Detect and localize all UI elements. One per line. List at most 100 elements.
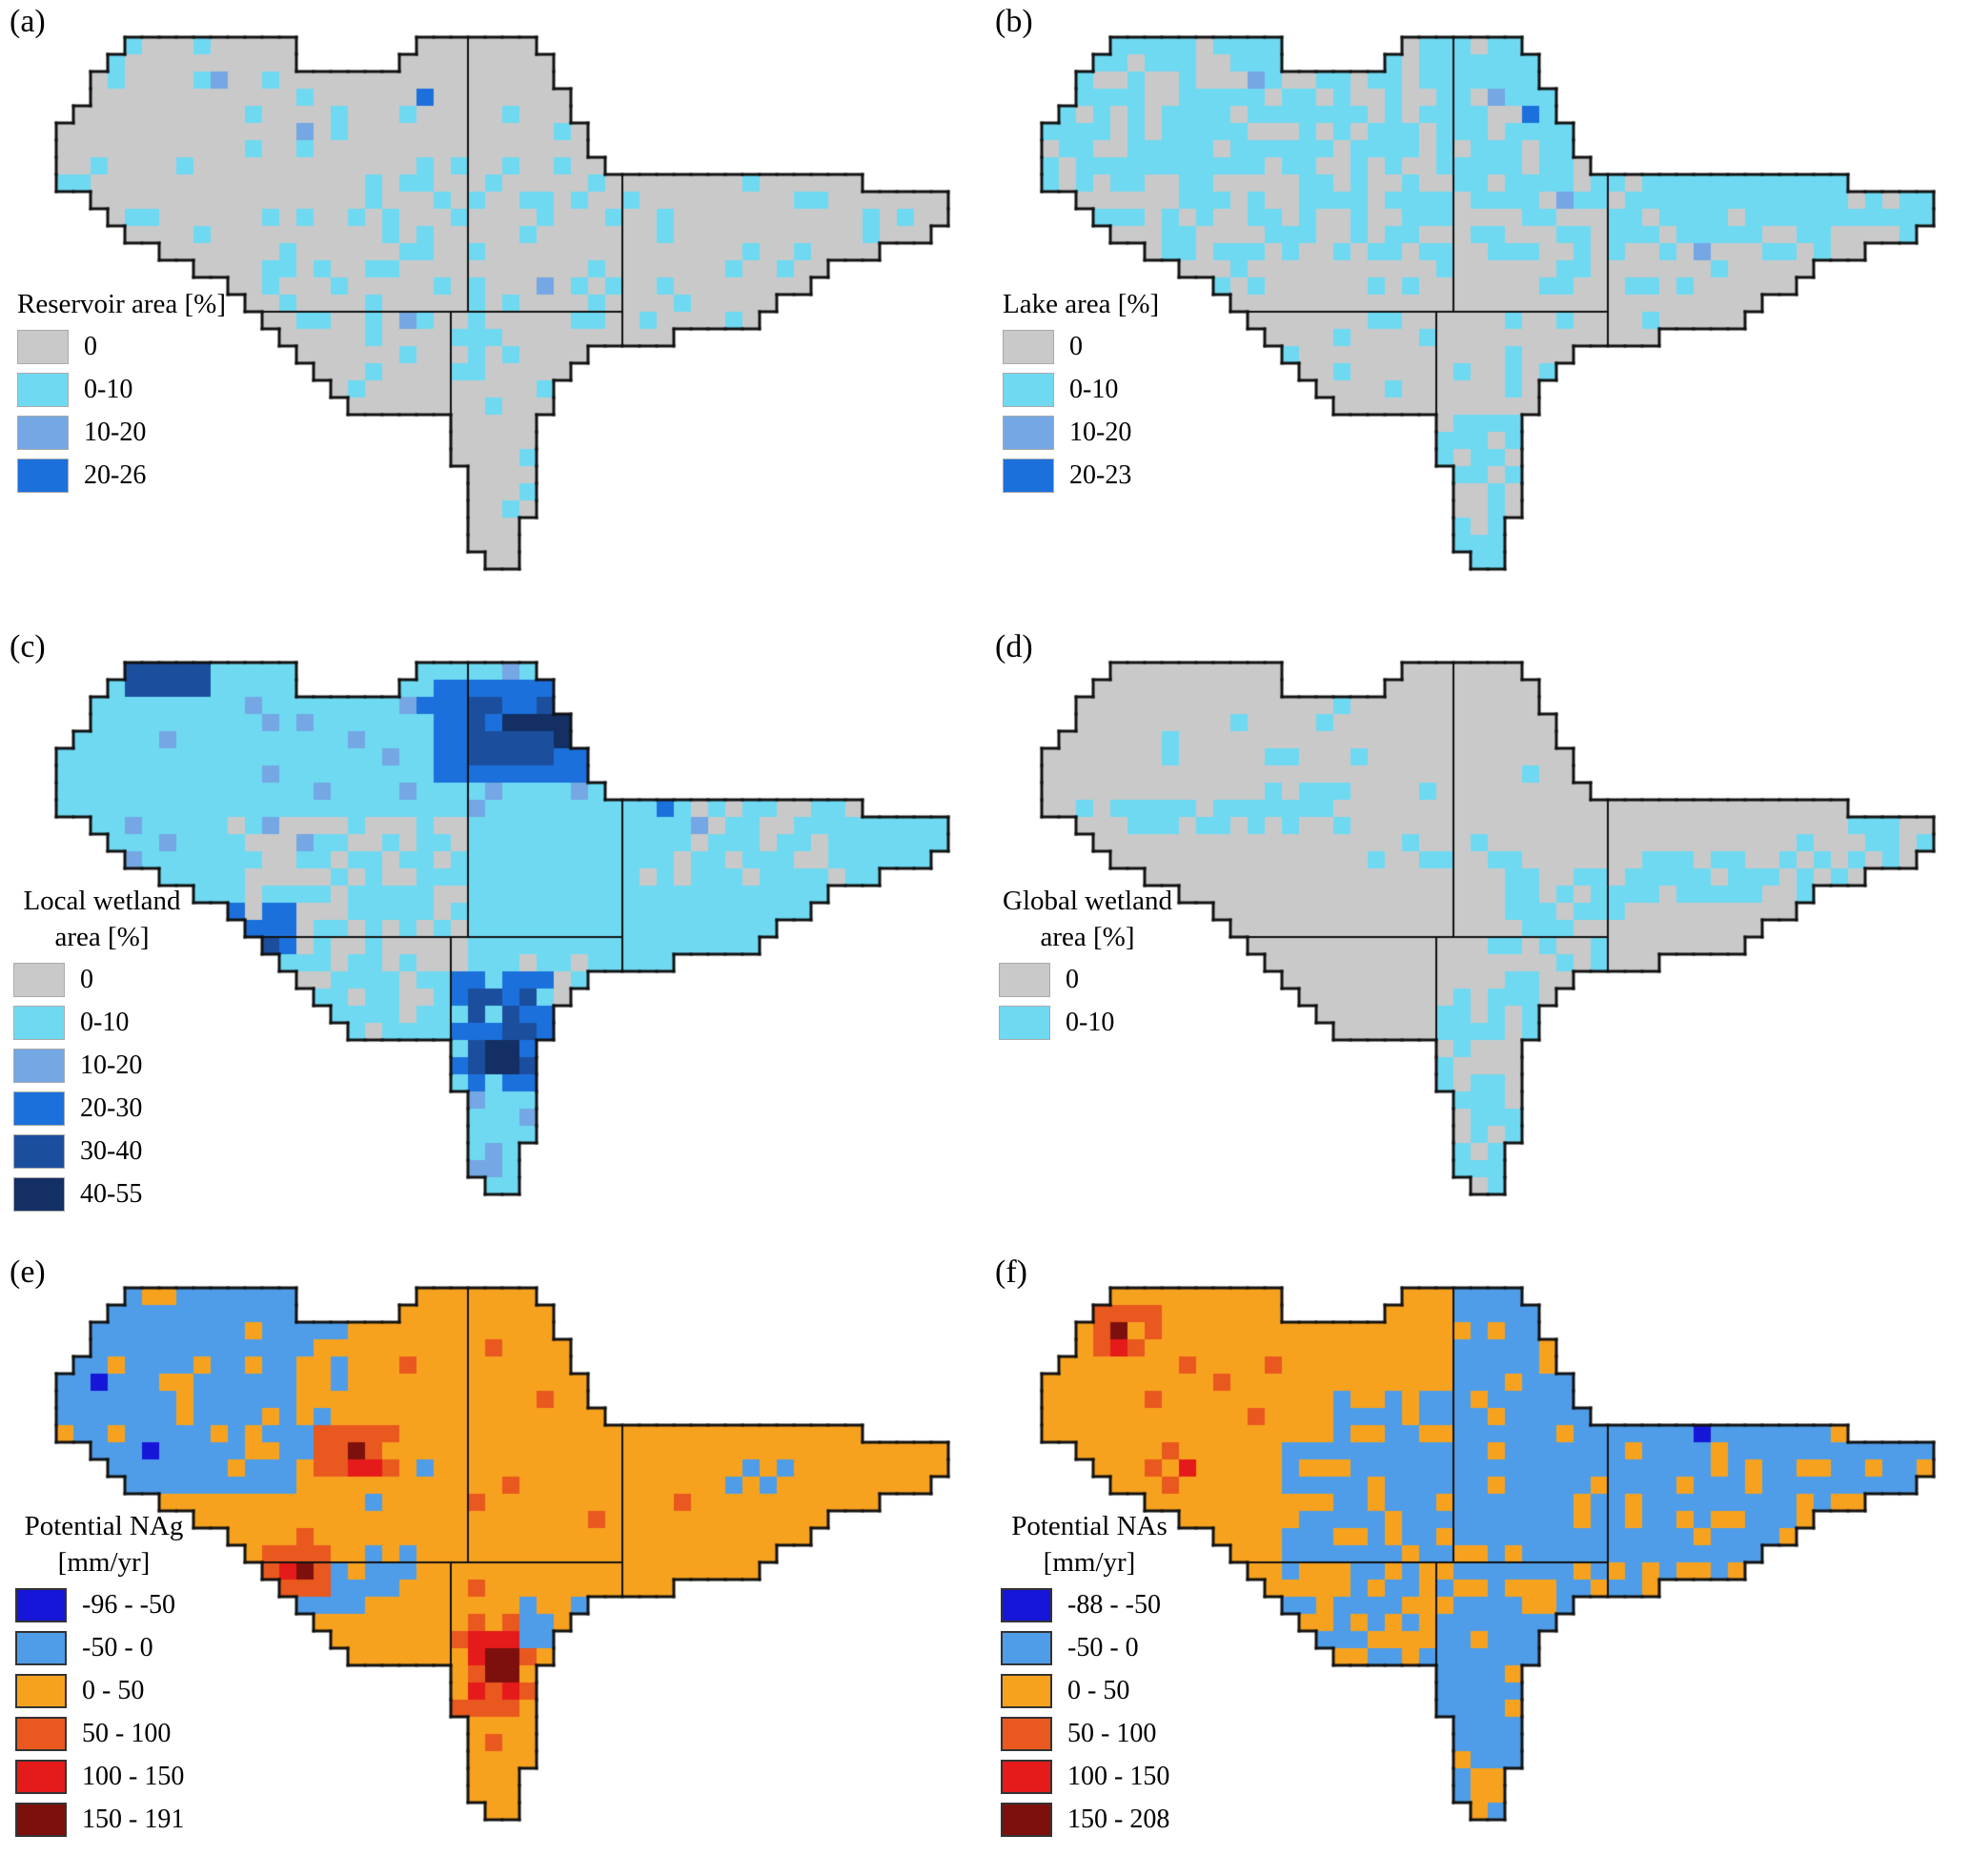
basin-map [1039, 34, 1937, 572]
legend-color-swatch [999, 1006, 1050, 1040]
legend-item-label: 50 - 100 [1067, 1719, 1157, 1748]
basin-map [53, 660, 951, 1197]
legend-color-swatch [15, 1760, 67, 1794]
legend-title-line: Global wetland [1003, 886, 1172, 916]
legend-color-swatch [17, 330, 69, 364]
panel-label: (b) [995, 4, 1033, 39]
legend-title-line: Potential NAs [1011, 1511, 1168, 1541]
legend-title-line: Potential NAg [24, 1511, 184, 1541]
legend-item-label: 20-30 [80, 1093, 143, 1123]
legend-title: Global wetland area [%] [999, 883, 1176, 955]
legend-title: Local wetland area [%] [13, 883, 191, 955]
legend-item-label: 0-10 [80, 1008, 130, 1037]
legend: Local wetland area [%] 0 0-10 10-20 20-30 30-… [13, 883, 191, 1220]
legend-item: 0 [17, 330, 226, 364]
legend-color-swatch [13, 1006, 65, 1040]
legend-item: -50 - 0 [1001, 1631, 1178, 1665]
legend-item: 0-10 [17, 373, 226, 407]
legend-color-swatch [13, 1134, 65, 1169]
legend-item-label: 40-55 [80, 1179, 143, 1209]
legend-items: 0 0-10 10-20 20-26 [17, 330, 226, 493]
legend-item-label: 50 - 100 [82, 1719, 172, 1748]
panel-d: (d) Global wetland area [%] 0 0-10 [985, 625, 1970, 1251]
legend-item: 10-20 [17, 416, 226, 450]
legend-items: -88 - -50 -50 - 0 0 - 50 50 - 100 100 - 150 1… [1001, 1588, 1178, 1837]
legend-item-label: 0 - 50 [82, 1676, 145, 1705]
legend-item: 10-20 [1003, 416, 1159, 450]
legend-item: 0 [1003, 330, 1159, 364]
legend-color-swatch [15, 1803, 67, 1837]
legend-item: 100 - 150 [1001, 1760, 1178, 1794]
legend-item-label: -88 - -50 [1067, 1590, 1161, 1620]
legend-item-label: -96 - -50 [82, 1590, 175, 1620]
legend-color-swatch [1001, 1760, 1052, 1794]
legend: Potential NAg [mm/yr] -96 - -50 -50 - 0 0 -… [15, 1508, 193, 1845]
panel-a: (a) Reservoir area [%] 0 0-10 10-20 20-26 [0, 0, 985, 625]
legend-item-label: 150 - 191 [82, 1805, 185, 1834]
legend-color-swatch [17, 459, 69, 493]
legend-item-label: 0 [80, 965, 93, 994]
legend-color-swatch [13, 1091, 65, 1126]
legend-color-swatch [13, 1177, 65, 1212]
legend-item: -88 - -50 [1001, 1588, 1178, 1622]
basin-map [1039, 660, 1937, 1197]
legend-item-label: -50 - 0 [1067, 1633, 1139, 1662]
legend-color-swatch [1003, 459, 1054, 493]
legend-title-line: area [%] [1040, 922, 1135, 952]
legend-items: 0 0-10 [999, 963, 1176, 1040]
legend-item-label: 20-23 [1069, 460, 1132, 490]
legend-item: 100 - 150 [15, 1760, 193, 1794]
legend-item: 0 - 50 [15, 1674, 193, 1708]
legend-title: Potential NAs [mm/yr] [1001, 1508, 1178, 1580]
legend-item-label: 20-26 [84, 460, 147, 490]
legend-item: -50 - 0 [15, 1631, 193, 1665]
legend: Lake area [%] 0 0-10 10-20 20-23 [1003, 286, 1159, 501]
legend: Reservoir area [%] 0 0-10 10-20 20-26 [17, 286, 226, 501]
legend-color-swatch [13, 1049, 65, 1083]
panel-f: (f) Potential NAs [mm/yr] -88 - -50 -50 - … [985, 1251, 1970, 1876]
panel-b: (b) Lake area [%] 0 0-10 10-20 20-23 [985, 0, 1970, 625]
legend-color-swatch [15, 1674, 67, 1708]
panel-label: (c) [10, 629, 46, 664]
legend-item-label: 10-20 [80, 1050, 143, 1080]
legend-item: 150 - 208 [1001, 1803, 1178, 1837]
legend-color-swatch [1001, 1631, 1052, 1665]
legend-title-line: Reservoir area [%] [17, 289, 226, 319]
panel-label: (f) [995, 1254, 1027, 1290]
panel-e: (e) Potential NAg [mm/yr] -96 - -50 -50 - … [0, 1251, 985, 1876]
legend-item: 0-10 [999, 1006, 1176, 1040]
legend-color-swatch [1001, 1717, 1052, 1751]
panel-c: (c) Local wetland area [%] 0 0-10 10-20 20-3… [0, 625, 985, 1251]
basin-map [1039, 1285, 1937, 1823]
legend-title-line: Local wetland [23, 886, 181, 916]
legend-color-swatch [17, 373, 69, 407]
legend-item-label: 10-20 [1069, 418, 1132, 447]
legend-title: Potential NAg [mm/yr] [15, 1508, 193, 1580]
legend-title-line: area [%] [54, 922, 150, 952]
panel-label: (e) [10, 1254, 46, 1290]
legend-color-swatch [17, 416, 69, 450]
legend-color-swatch [1001, 1674, 1052, 1708]
legend-items: 0 0-10 10-20 20-23 [1003, 330, 1159, 493]
legend-item: -96 - -50 [15, 1588, 193, 1622]
legend-color-swatch [15, 1717, 67, 1751]
legend-item-label: 10-20 [84, 418, 147, 447]
legend-title-line: [mm/yr] [57, 1547, 151, 1578]
legend-item-label: 150 - 208 [1067, 1805, 1170, 1834]
legend-item: 50 - 100 [15, 1717, 193, 1751]
legend-item: 50 - 100 [1001, 1717, 1178, 1751]
legend-item: 0 - 50 [1001, 1674, 1178, 1708]
legend-item-label: 0-10 [1069, 375, 1119, 404]
legend-color-swatch [1003, 416, 1054, 450]
legend-color-swatch [1003, 373, 1054, 407]
legend-item-label: 0 [1066, 965, 1079, 994]
legend-item: 20-30 [13, 1091, 191, 1126]
legend-item-label: 0 - 50 [1067, 1676, 1130, 1705]
legend-color-swatch [1003, 330, 1054, 364]
legend-item-label: 100 - 150 [1067, 1762, 1170, 1791]
panel-label: (d) [995, 629, 1033, 664]
legend-item: 20-23 [1003, 459, 1159, 493]
legend-item: 20-26 [17, 459, 226, 493]
legend-item-label: 0-10 [84, 375, 133, 404]
